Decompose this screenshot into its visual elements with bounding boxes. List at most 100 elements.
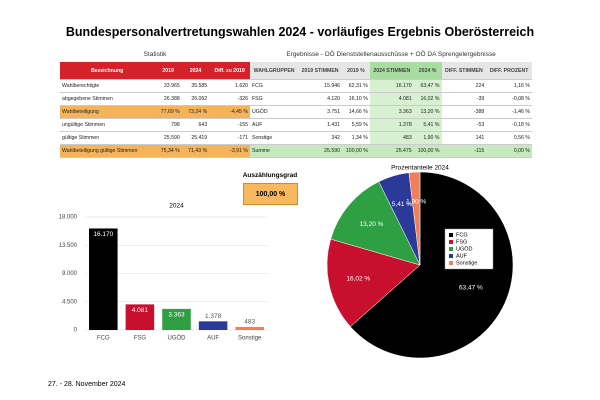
table-row: abgegebene Stimmen 26.388 26.062 -326 (60, 92, 250, 106)
table-cell: Wahlbeteiligung gültige Stimmen (60, 144, 155, 158)
table-cell: -155 (209, 118, 250, 132)
y-tick-label: 4.500 (62, 299, 78, 305)
table-cell: 100,00 % (413, 144, 442, 158)
header-row: WAHLGRUPPEN 2019 STIMMEN 2019 % 2024 STIMME… (250, 62, 532, 80)
table-cell: 25.475 (369, 144, 414, 158)
table-cell: -0,18 % (486, 118, 532, 132)
table-cell: abgegebene Stimmen (60, 92, 155, 106)
table-row: FSG 4.120 16,10 % 4.081 16,02 % -39 -0,08 % (250, 92, 532, 106)
y-tick-label: 18.000 (59, 215, 78, 221)
table-cell: 1,90 % (413, 131, 442, 145)
x-tick-label: FSG (134, 336, 147, 342)
table-row: FCG 15.946 62,31 % 16.170 63,47 % 224 1,16 % (250, 79, 532, 93)
count-value: 100,00 % (243, 183, 298, 205)
table-cell: 100,00 % (342, 144, 370, 158)
table-cell: -171 (209, 131, 250, 145)
value-label: 63,47 % (459, 285, 483, 292)
table-cell: 4.120 (298, 92, 343, 106)
table-row: gültige Stimmen 25.590 25.419 -171 (60, 131, 250, 145)
page-title: Bundespersonalvertretungswahlen 2024 - v… (65, 25, 535, 39)
legend-swatch (449, 254, 453, 258)
table-cell: 73,24 % (181, 105, 210, 119)
section-title: Statistik (143, 51, 167, 58)
table-cell: ungültige Stimmen (60, 118, 155, 132)
table-cell: -326 (209, 92, 250, 106)
table-cell: -388 (441, 105, 487, 119)
pie-slice (326, 238, 421, 327)
legend-swatch (449, 240, 453, 244)
table-cell: 483 (369, 131, 414, 145)
bar (125, 304, 155, 330)
table-cell: 26.062 (181, 92, 210, 106)
legend-swatch (449, 233, 453, 237)
header-cell: Bezeichnung (60, 62, 155, 80)
header-cell: DIFF. STIMMEN (441, 62, 487, 80)
header-cell: 2024 % (413, 62, 442, 80)
table-cell: 0,56 % (486, 131, 532, 145)
table-row: Wahlbeteiligung gültige Stimmen 75,34 % 71… (60, 144, 250, 158)
table-cell: 62,31 % (342, 79, 370, 93)
chart-title: 2024 (169, 203, 184, 210)
chart-title: Prozentanteile 2024 (391, 165, 449, 172)
table-cell: 1.431 (298, 118, 343, 132)
bar (89, 228, 118, 330)
table-cell: 798 (154, 118, 182, 132)
header-cell: 2019 % (342, 62, 370, 80)
value-label: 1,90 % (406, 199, 426, 206)
table-cell: 3.751 (298, 105, 343, 119)
table-cell: 141 (441, 131, 487, 145)
value-label: 3.363 (168, 312, 185, 319)
header-cell: Diff. zu 2019 (209, 62, 250, 80)
table-cell: 25.590 (298, 144, 343, 158)
legend-label: UGÖD (456, 245, 473, 252)
table-cell: 14,66 % (342, 105, 370, 119)
legend-label: AUF (456, 253, 468, 259)
table-cell: gültige Stimmen (60, 131, 155, 145)
table-row: Wahlbeteiligung 77,69 % 73,24 % -4,45 % (60, 105, 250, 119)
table-cell: Sonstige (250, 131, 299, 145)
table-cell: 16.170 (369, 79, 414, 93)
table-cell: 75,34 % (154, 144, 182, 158)
footer: 27. - 28. November 2024 (48, 381, 126, 388)
table-cell: 0,00 % (486, 144, 532, 158)
header-cell: DIFF. PROZENT (486, 62, 532, 80)
legend-label: FSG (456, 239, 467, 245)
table-cell: 1,16 % (486, 79, 532, 93)
table-cell: UGÖD (250, 105, 299, 119)
table-cell: 71,43 % (181, 144, 210, 158)
x-tick-label: FCG (97, 336, 110, 342)
header-cell: 2024 STIMMEN (369, 62, 414, 80)
y-tick-label: 9.000 (62, 271, 78, 277)
table-row: Wahlberechtigte 33.965 35.585 1.620 (60, 79, 250, 93)
pie-slice (408, 171, 421, 266)
bar (235, 326, 264, 330)
table-cell: -3,91 % (209, 144, 250, 158)
section-title: Ergebnisse - OÖ Dienststellenausschüsse … (286, 51, 496, 58)
table-cell: -4,45 % (209, 105, 250, 119)
table-row: Summe 25.590 100,00 % 25.475 100,00 % -115 0,0… (250, 144, 532, 158)
table-cell: Wahlberechtigte (60, 79, 155, 93)
legend-swatch (449, 261, 453, 265)
bar (198, 321, 228, 330)
value-label: 13,20 % (360, 221, 384, 228)
table-cell: 33.965 (154, 79, 182, 93)
value-label: 4.081 (132, 307, 149, 314)
table-cell: 35.585 (181, 79, 210, 93)
table-row: UGÖD 3.751 14,66 % 3.363 13,20 % -388 -1,46 % (250, 105, 532, 119)
table-cell: 1.620 (209, 79, 250, 93)
header-cell: WAHLGRUPPEN (250, 62, 299, 80)
value-label: 16,02 % (346, 276, 370, 283)
table-row: Sonstige 342 1,34 % 483 1,90 % 141 0,56 % (250, 131, 532, 145)
table-cell: 13,20 % (413, 105, 442, 119)
header-cell: 2019 (154, 62, 182, 80)
value-label: 16.170 (93, 231, 113, 238)
table-cell: FSG (250, 92, 299, 106)
table-cell: 1.378 (369, 118, 414, 132)
x-tick-label: UGÖD (168, 335, 187, 342)
header-row: Bezeichnung 2019 2024 Diff. zu 2019 (60, 62, 250, 80)
pie-slice (330, 181, 421, 266)
table-cell: 643 (181, 118, 210, 132)
value-label: 1.378 (205, 313, 222, 320)
table-row: AUF 1.431 5,59 % 1.378 5,41 % -53 -0,18 % (250, 118, 532, 132)
